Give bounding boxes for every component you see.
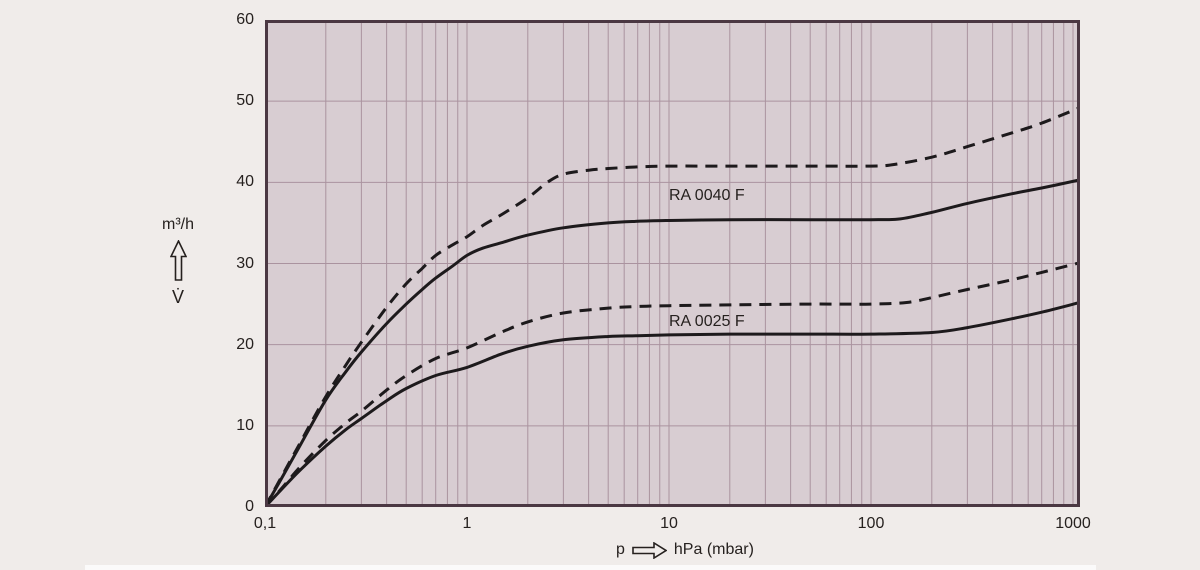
- y-tick-label: 50: [236, 92, 254, 110]
- curve-ra-0025-f-solid: [265, 301, 1080, 507]
- x-tick-label: 1: [462, 515, 472, 532]
- x-tick-label: 100: [857, 515, 885, 532]
- right-arrow-icon: [632, 541, 667, 559]
- y-tick-label: 0: [245, 498, 254, 515]
- x-axis-quantity: p: [616, 541, 625, 558]
- y-tick-label: 60: [236, 11, 254, 28]
- x-tick-label: 0,1: [253, 515, 277, 532]
- plot-border: [265, 20, 1080, 507]
- y-axis-symbol: V̇: [171, 287, 184, 307]
- y-axis-unit-block: m³/h V̇: [148, 216, 208, 307]
- chart-plot-svg: [265, 20, 1080, 507]
- x-tick-label: 10: [660, 515, 678, 532]
- bottom-page-edge: [85, 565, 1096, 570]
- x-axis-unit: hPa (mbar): [673, 541, 754, 558]
- y-tick-label: 20: [236, 335, 254, 353]
- curve-ra-0040-f-solid: [265, 178, 1080, 507]
- curve-ra-0040-f-dashed: [265, 106, 1080, 507]
- curve-ra-0025-f-dashed: [265, 261, 1080, 507]
- y-tick-label: 30: [236, 254, 254, 272]
- y-tick-label: 10: [236, 416, 254, 434]
- y-axis-unit: m³/h: [162, 216, 194, 233]
- x-tick-label: 1000: [1055, 515, 1091, 532]
- up-arrow-icon: [169, 240, 187, 281]
- y-tick-label: 40: [236, 173, 254, 191]
- x-axis-label-block: p hPa (mbar): [616, 540, 754, 560]
- curve-label-ra-0040-f: RA 0040 F: [669, 187, 745, 205]
- curve-label-ra-0025-f: RA 0025 F: [669, 312, 745, 330]
